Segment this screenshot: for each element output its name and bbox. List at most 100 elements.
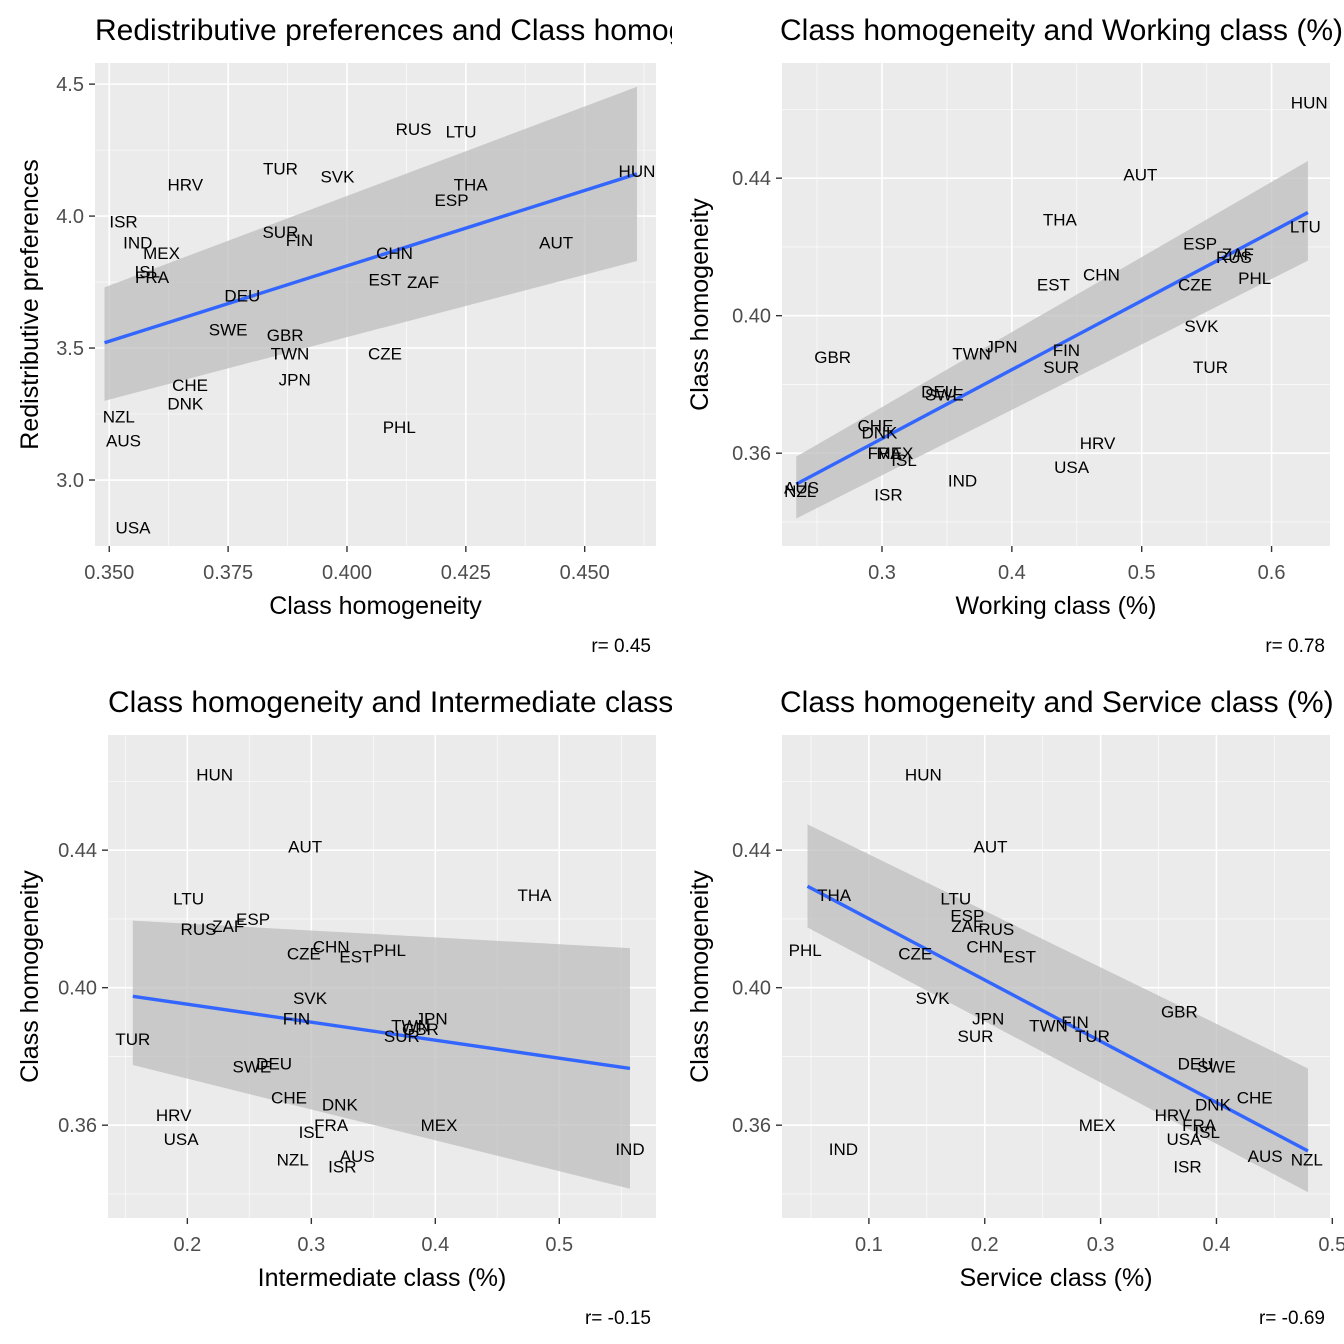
point-label: SVK bbox=[293, 989, 328, 1008]
point-label: HUN bbox=[196, 766, 233, 785]
point-label: TUR bbox=[263, 160, 298, 179]
axes: 0.350 0.375 0.400 0.425 0.450 3.0 3.5 4.0 4.5 bbox=[56, 74, 610, 584]
point-label: AUS bbox=[106, 431, 141, 450]
point-label: NZL bbox=[784, 482, 816, 501]
point-label: HUN bbox=[619, 162, 656, 181]
point-label: SVK bbox=[916, 989, 951, 1008]
point-label: DEU bbox=[224, 286, 260, 305]
regression-line bbox=[795, 211, 1309, 486]
point-label: PHL bbox=[1238, 269, 1271, 288]
point-label: USA bbox=[1167, 1130, 1203, 1149]
x-tick-label: 0.375 bbox=[203, 562, 253, 584]
x-tick-label: 0.5 bbox=[1318, 1234, 1344, 1256]
x-tick-label: 0.4 bbox=[998, 562, 1026, 584]
x-tick-label: 0.4 bbox=[421, 1234, 449, 1256]
point-label: TUR bbox=[115, 1030, 150, 1049]
point-label: THA bbox=[817, 886, 852, 905]
axes: 0.2 0.3 0.4 0.5 0.36 0.40 0.44 bbox=[58, 840, 573, 1256]
point-label: SWE bbox=[209, 321, 248, 340]
point-label: DEU bbox=[921, 382, 957, 401]
point-label: TWN bbox=[1029, 1016, 1068, 1035]
point-label: SWE bbox=[1197, 1058, 1236, 1077]
point-label: ISR bbox=[109, 212, 137, 231]
x-tick-label: 0.5 bbox=[545, 1234, 573, 1256]
point-label: THA bbox=[517, 886, 552, 905]
point-label: SUR bbox=[384, 1027, 420, 1046]
point-label: FRA bbox=[135, 268, 170, 287]
y-tick-label: 0.40 bbox=[732, 306, 771, 328]
y-axis-label: Class homogeneity bbox=[16, 870, 44, 1083]
y-tick-label: 0.36 bbox=[732, 1115, 771, 1137]
point-label: AUT bbox=[974, 838, 1008, 857]
x-tick-label: 0.450 bbox=[560, 562, 610, 584]
correlation-caption: r= -0.15 bbox=[585, 1308, 651, 1329]
point-label: EST bbox=[339, 948, 372, 967]
point-label: ZAF bbox=[951, 917, 983, 936]
point-label: CHN bbox=[313, 937, 350, 956]
axes: 0.1 0.2 0.3 0.4 0.5 0.36 0.40 0.44 bbox=[732, 840, 1344, 1256]
point-label: SUR bbox=[262, 223, 298, 242]
x-tick-label: 0.3 bbox=[1087, 1234, 1115, 1256]
y-axis-label: Redistributive preferences bbox=[16, 159, 44, 449]
point-label: CHN bbox=[966, 937, 1003, 956]
point-label: CHN bbox=[376, 244, 413, 263]
point-label: THA bbox=[454, 175, 489, 194]
point-label: ZAF bbox=[407, 273, 439, 292]
point-label: FRA bbox=[314, 1116, 349, 1135]
point-label: SWE bbox=[232, 1058, 271, 1077]
point-label: ISL bbox=[1194, 1123, 1220, 1142]
point-label: NZL bbox=[277, 1151, 309, 1170]
x-axis-label: Intermediate class (%) bbox=[258, 1264, 507, 1292]
point-label: HRV bbox=[1080, 434, 1116, 453]
point-label: RUS bbox=[181, 920, 217, 939]
point-label: IND bbox=[829, 1140, 858, 1159]
point-label: PHL bbox=[373, 941, 406, 960]
point-label: ISL bbox=[299, 1123, 325, 1142]
correlation-caption: r= 0.45 bbox=[591, 636, 651, 657]
x-axis-label: Class homogeneity bbox=[269, 592, 482, 620]
confidence-band bbox=[104, 86, 637, 401]
point-label: LTU bbox=[1290, 217, 1321, 236]
point-label: RUS bbox=[978, 920, 1014, 939]
point-label: EST bbox=[1037, 276, 1070, 295]
point-label: AUT bbox=[1123, 166, 1157, 185]
point-label: TWN bbox=[271, 344, 310, 363]
point-label: USA bbox=[116, 519, 152, 538]
point-label: FIN bbox=[286, 231, 313, 250]
point-label: TUR bbox=[1075, 1027, 1110, 1046]
x-axis-label: Service class (%) bbox=[959, 1264, 1152, 1292]
point-label: MEX bbox=[877, 444, 914, 463]
regression-line bbox=[103, 172, 638, 345]
y-axis-label: Class homogeneity bbox=[686, 198, 714, 411]
point-label: ISR bbox=[874, 485, 902, 504]
x-tick-label: 0.2 bbox=[173, 1234, 201, 1256]
confidence-band bbox=[132, 920, 630, 1189]
x-axis-label: Working class (%) bbox=[956, 592, 1157, 620]
x-tick-label: 0.6 bbox=[1258, 562, 1286, 584]
point-label: DNK bbox=[322, 1096, 359, 1115]
point-label: MEX bbox=[143, 244, 180, 263]
point-label: MEX bbox=[1079, 1116, 1116, 1135]
point-label: TWN bbox=[952, 344, 991, 363]
x-tick-label: 0.5 bbox=[1128, 562, 1156, 584]
point-label: DNK bbox=[167, 394, 204, 413]
point-label: TWN bbox=[391, 1016, 430, 1035]
point-label: SVK bbox=[320, 167, 355, 186]
point-label: CHE bbox=[858, 417, 894, 436]
point-label: SVK bbox=[1184, 317, 1219, 336]
point-label: IND bbox=[123, 233, 152, 252]
y-tick-label: 0.44 bbox=[58, 840, 97, 862]
point-label: USA bbox=[164, 1130, 200, 1149]
point-label: ISL bbox=[135, 263, 161, 282]
point-label: CHE bbox=[271, 1089, 307, 1108]
y-axis-label: Class homogeneity bbox=[686, 870, 714, 1083]
point-label: LTU bbox=[173, 889, 204, 908]
point-label: CHE bbox=[1237, 1089, 1273, 1108]
point-label: ESP bbox=[236, 910, 270, 929]
regression-line bbox=[806, 884, 1309, 1153]
